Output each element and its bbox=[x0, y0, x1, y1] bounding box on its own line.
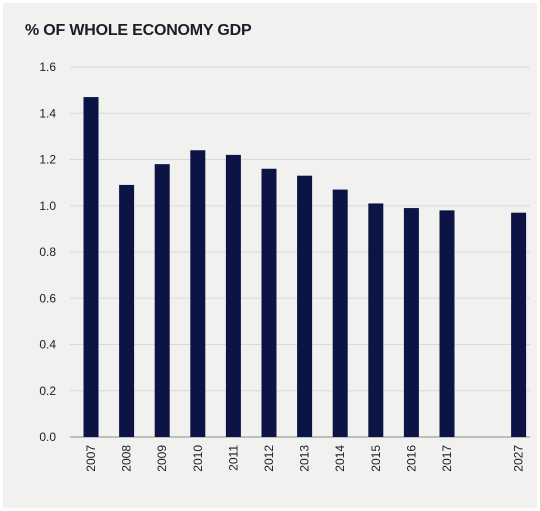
bar-2016 bbox=[404, 208, 419, 437]
x-tick-label: 2017 bbox=[440, 445, 454, 472]
x-tick-label: 2014 bbox=[333, 445, 347, 472]
y-tick-label: 1.6 bbox=[39, 60, 56, 74]
bar-2013 bbox=[297, 176, 312, 437]
y-tick-label: 1.0 bbox=[39, 199, 56, 213]
y-tick-label: 0.6 bbox=[39, 291, 56, 305]
y-tick-label: 0.4 bbox=[39, 338, 56, 352]
x-tick-label: 2010 bbox=[191, 445, 205, 472]
bar-2015 bbox=[368, 203, 383, 437]
bar-2012 bbox=[262, 169, 277, 437]
x-tick-label: 2008 bbox=[120, 445, 134, 472]
bar-2010 bbox=[190, 150, 205, 437]
x-tick-label: 2007 bbox=[84, 445, 98, 472]
y-tick-label: 0.0 bbox=[39, 430, 56, 444]
x-tick-label: 2009 bbox=[155, 445, 169, 472]
x-tick-label: 2012 bbox=[262, 445, 276, 472]
x-tick-label: 2013 bbox=[298, 445, 312, 472]
bar-2011 bbox=[226, 155, 241, 437]
x-tick-label: 2016 bbox=[404, 445, 418, 472]
x-tick-label: 2015 bbox=[369, 445, 383, 472]
y-tick-label: 1.4 bbox=[39, 106, 56, 120]
y-tick-label: 1.2 bbox=[39, 153, 56, 167]
bar-2027 bbox=[511, 213, 526, 437]
bar-2014 bbox=[333, 190, 348, 437]
bar-2017 bbox=[440, 210, 455, 437]
y-tick-label: 0.8 bbox=[39, 245, 56, 259]
bar-2008 bbox=[119, 185, 134, 437]
y-tick-label: 0.2 bbox=[39, 384, 56, 398]
bar-2009 bbox=[155, 164, 170, 437]
x-tick-label: 2027 bbox=[512, 445, 526, 472]
x-tick-label: 2011 bbox=[226, 445, 240, 471]
bar-2007 bbox=[84, 97, 99, 437]
